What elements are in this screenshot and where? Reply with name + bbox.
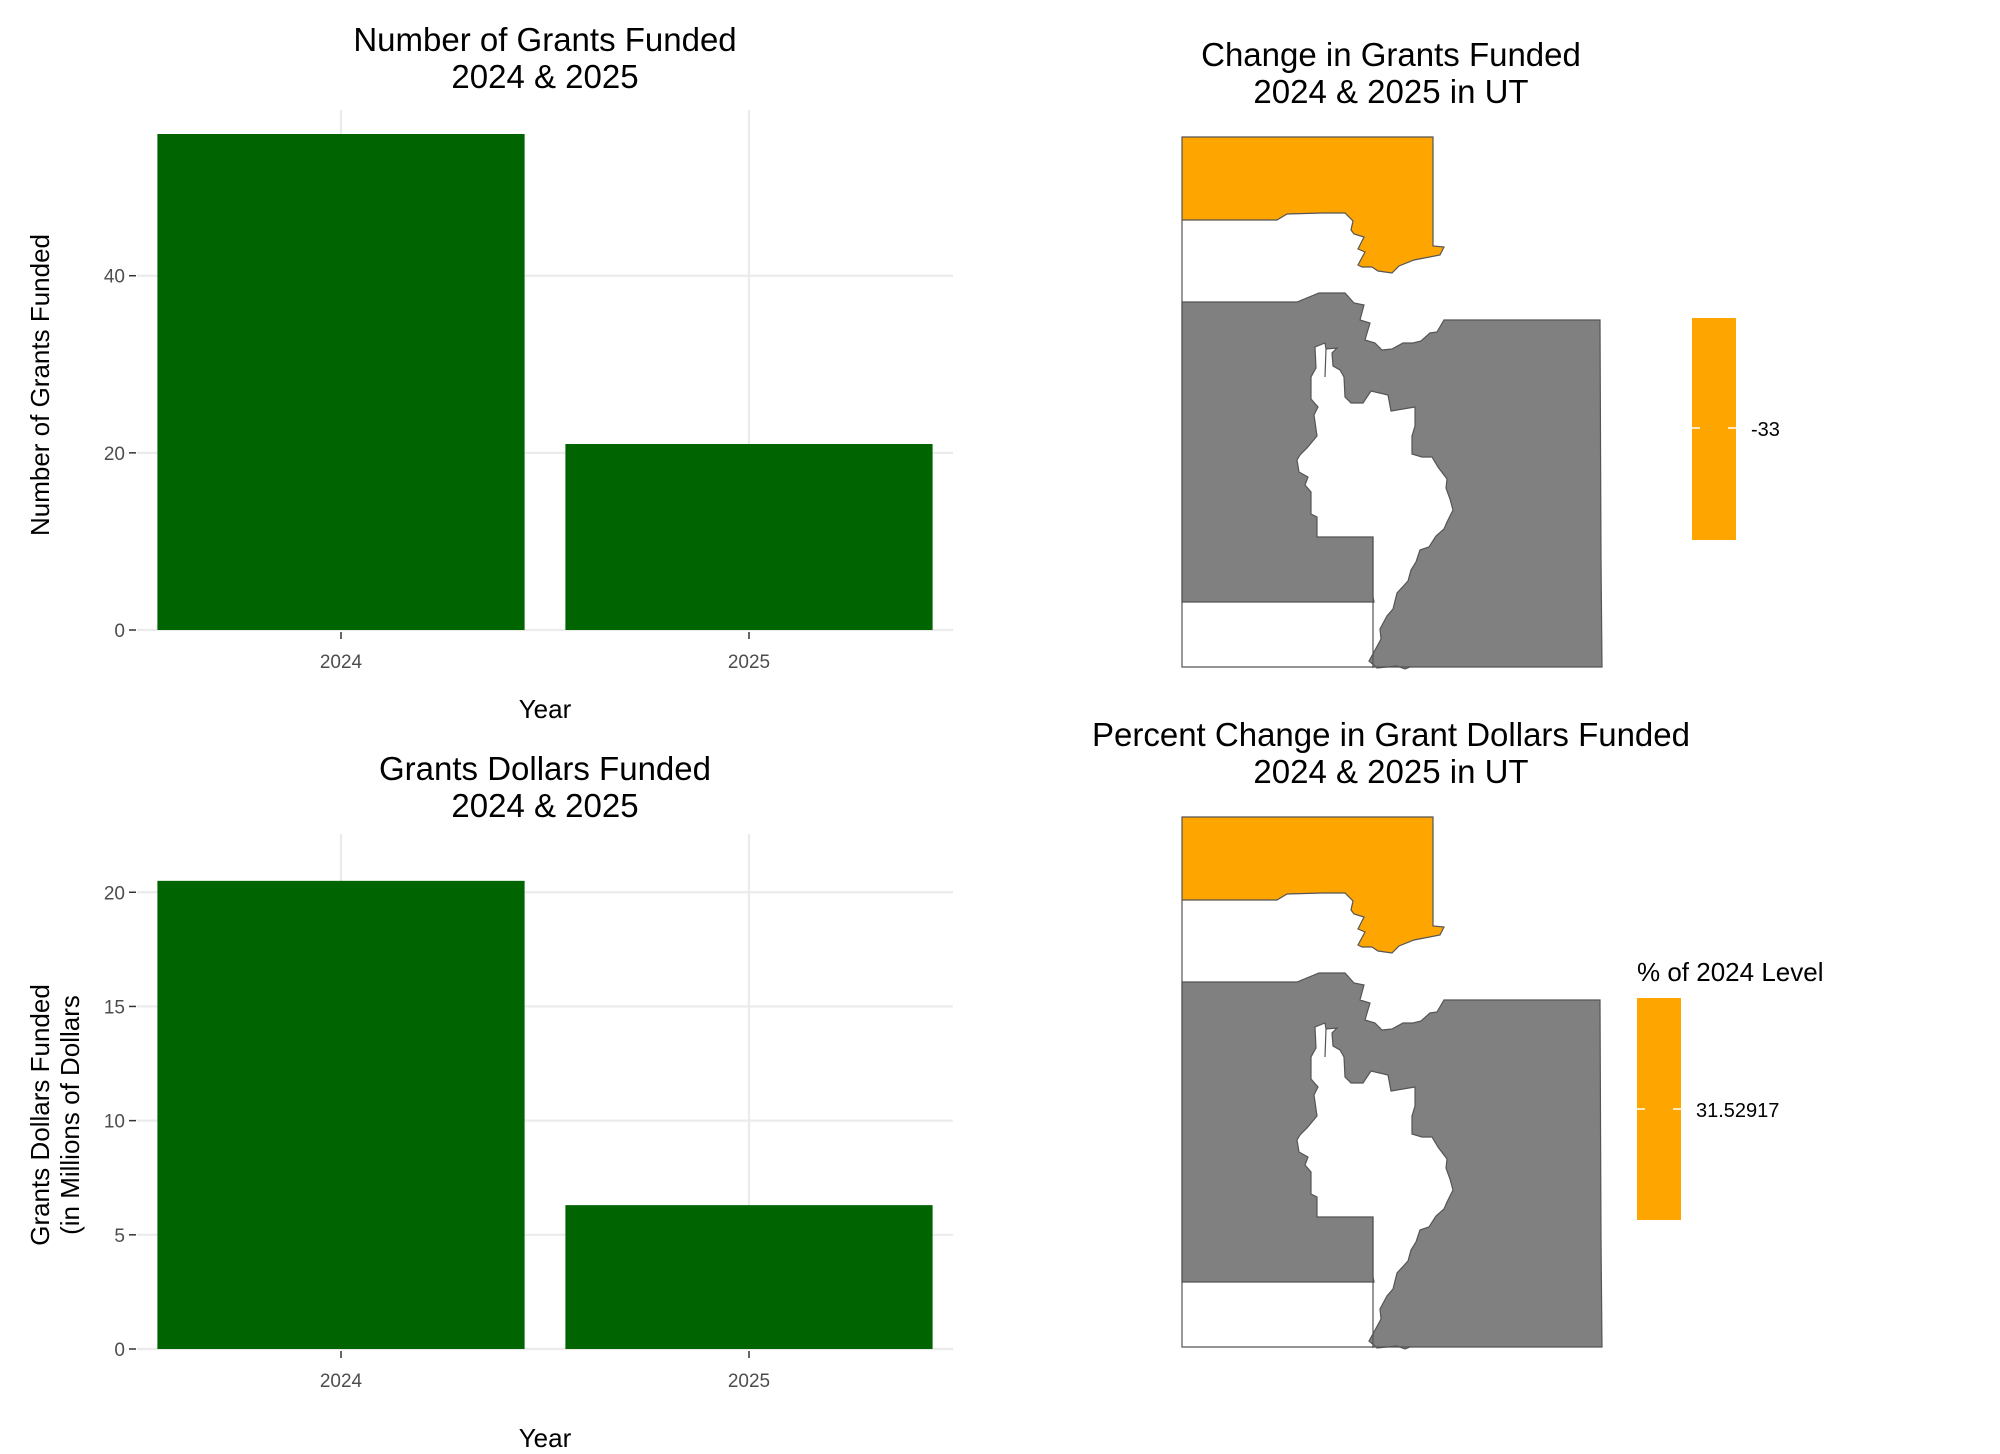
chart2-y-axis-title-line1: Grants Dollars Funded [25, 984, 55, 1246]
x-tick-label: 2024 [320, 1371, 363, 1392]
chart1-y-axis: 0 20 40 [104, 267, 136, 642]
chart-grants-dollars: Grants Dollars Funded 2024 & 2025 0 5 10 15… [25, 750, 953, 1453]
chart1-bars [157, 134, 933, 630]
y-tick-label: 0 [114, 621, 125, 642]
bar-2024 [157, 880, 525, 1349]
map2-legend-title: % of 2024 Level [1637, 957, 1823, 987]
y-tick-label: 10 [104, 1112, 125, 1133]
map1-legend: -33 [1692, 318, 1780, 540]
map-change-grants: Change in Grants Funded 2024 & 2025 in U… [1181, 36, 1780, 670]
chart2-y-axis: 0 5 10 15 20 [104, 883, 136, 1361]
chart-grants-count: Number of Grants Funded 2024 & 2025 0 20 4… [25, 21, 953, 724]
map1-legend-colorbar [1692, 318, 1736, 540]
y-tick-label: 5 [114, 1226, 125, 1247]
map2-utah-counties [1181, 816, 1603, 1350]
map1-utah-counties [1181, 136, 1603, 670]
y-tick-label: 0 [114, 1340, 125, 1361]
map2-subtitle: 2024 & 2025 in UT [1253, 753, 1528, 790]
chart1-title: Number of Grants Funded [353, 21, 736, 58]
y-tick-label: 15 [104, 997, 125, 1018]
map2-legend: % of 2024 Level 31.52917 [1637, 957, 1823, 1220]
chart1-subtitle: 2024 & 2025 [451, 58, 638, 95]
x-tick-label: 2024 [320, 652, 363, 673]
chart2-x-axis: 2024 2025 [320, 1351, 770, 1392]
map2-legend-label: 31.52917 [1696, 1100, 1779, 1122]
map1-subtitle: 2024 & 2025 in UT [1253, 73, 1528, 110]
y-tick-label: 20 [104, 444, 125, 465]
chart2-y-axis-title-line2: (in Millions of Dollars [55, 995, 85, 1235]
map-percent-change-dollars: Percent Change in Grant Dollars Funded 2… [1092, 716, 1823, 1350]
chart2-title: Grants Dollars Funded [379, 750, 711, 787]
chart1-x-axis: 2024 2025 [320, 632, 770, 673]
chart2-bars [157, 880, 933, 1349]
x-tick-label: 2025 [728, 1371, 770, 1392]
map1-title: Change in Grants Funded [1201, 36, 1581, 73]
bar-2024 [157, 134, 525, 630]
chart2-subtitle: 2024 & 2025 [451, 787, 638, 824]
bar-2025 [565, 1205, 933, 1349]
y-tick-label: 40 [104, 267, 125, 288]
map2-title: Percent Change in Grant Dollars Funded [1092, 716, 1690, 753]
map1-legend-label: -33 [1751, 419, 1780, 441]
chart1-y-axis-title: Number of Grants Funded [25, 234, 55, 536]
x-tick-label: 2025 [728, 652, 770, 673]
bar-2025 [565, 444, 933, 630]
chart1-x-axis-title: Year [519, 694, 572, 724]
y-tick-label: 20 [104, 883, 125, 904]
chart2-x-axis-title: Year [519, 1423, 572, 1453]
